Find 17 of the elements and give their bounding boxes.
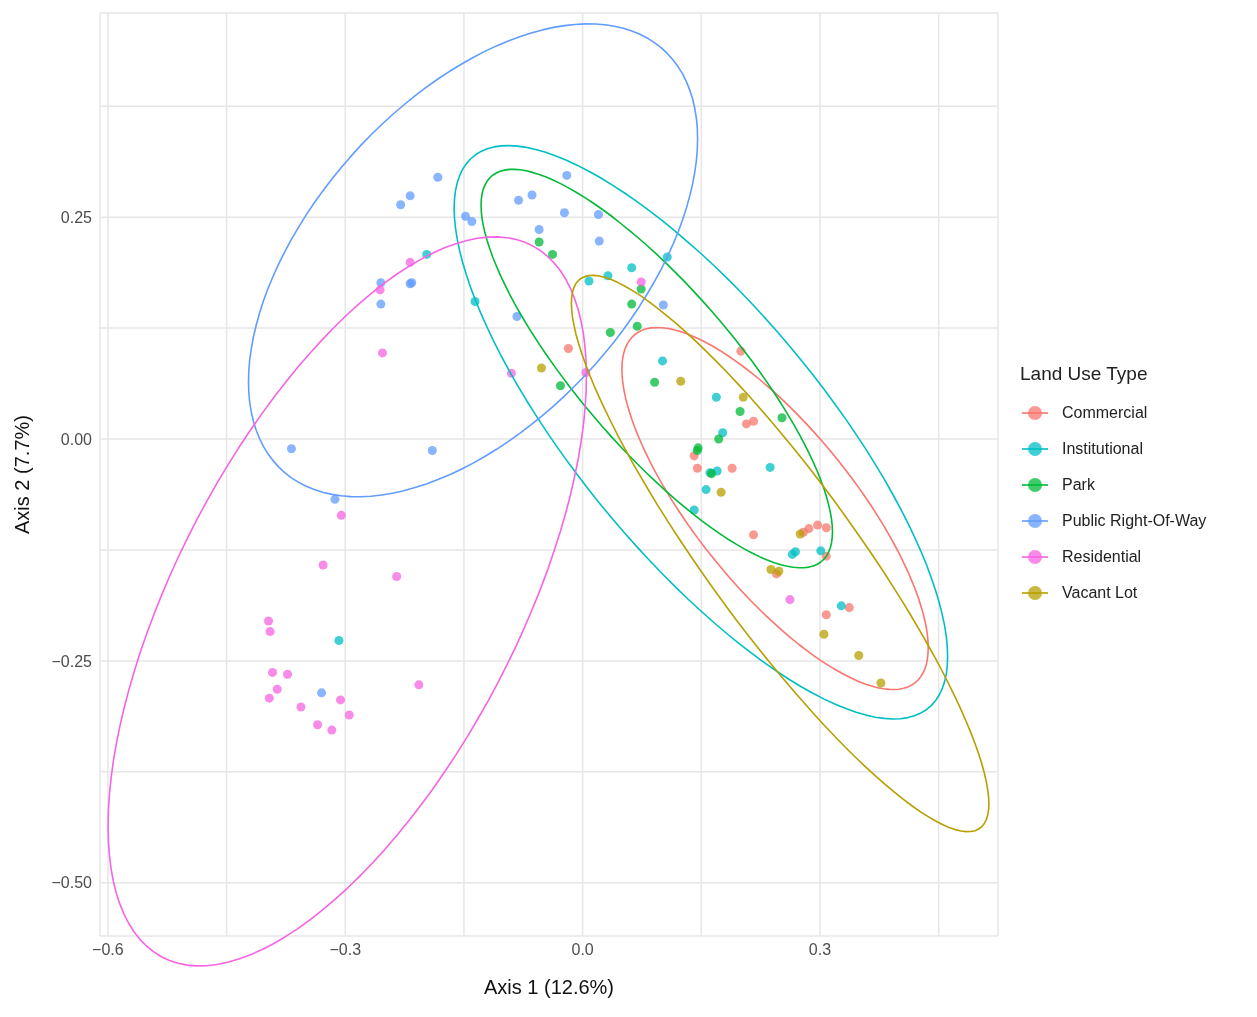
legend-title: Land Use Type bbox=[1020, 363, 1149, 385]
legend-label: Commercial bbox=[1062, 404, 1148, 422]
legend-label: Institutional bbox=[1062, 440, 1143, 458]
legend-label: Public Right-Of-Way bbox=[1062, 512, 1207, 530]
y-axis-title: Axis 2 (7.7%) bbox=[11, 415, 34, 534]
y-tick-label: 0.00 bbox=[60, 430, 93, 448]
legend-label: Vacant Lot bbox=[1062, 584, 1138, 602]
y-tick-label: 0.25 bbox=[60, 208, 93, 226]
x-tick-label: −0.3 bbox=[329, 941, 362, 959]
x-tick-label: 0.3 bbox=[808, 941, 832, 959]
y-tick-label: −0.25 bbox=[51, 652, 93, 670]
y-tick-label: −0.50 bbox=[51, 874, 93, 892]
x-tick-label: 0.0 bbox=[571, 941, 594, 959]
x-axis-title: Axis 1 (12.6%) bbox=[483, 976, 615, 998]
x-tick-label: −0.6 bbox=[92, 941, 124, 959]
legend-label: Park bbox=[1062, 476, 1095, 494]
legend-label: Residential bbox=[1062, 548, 1142, 566]
